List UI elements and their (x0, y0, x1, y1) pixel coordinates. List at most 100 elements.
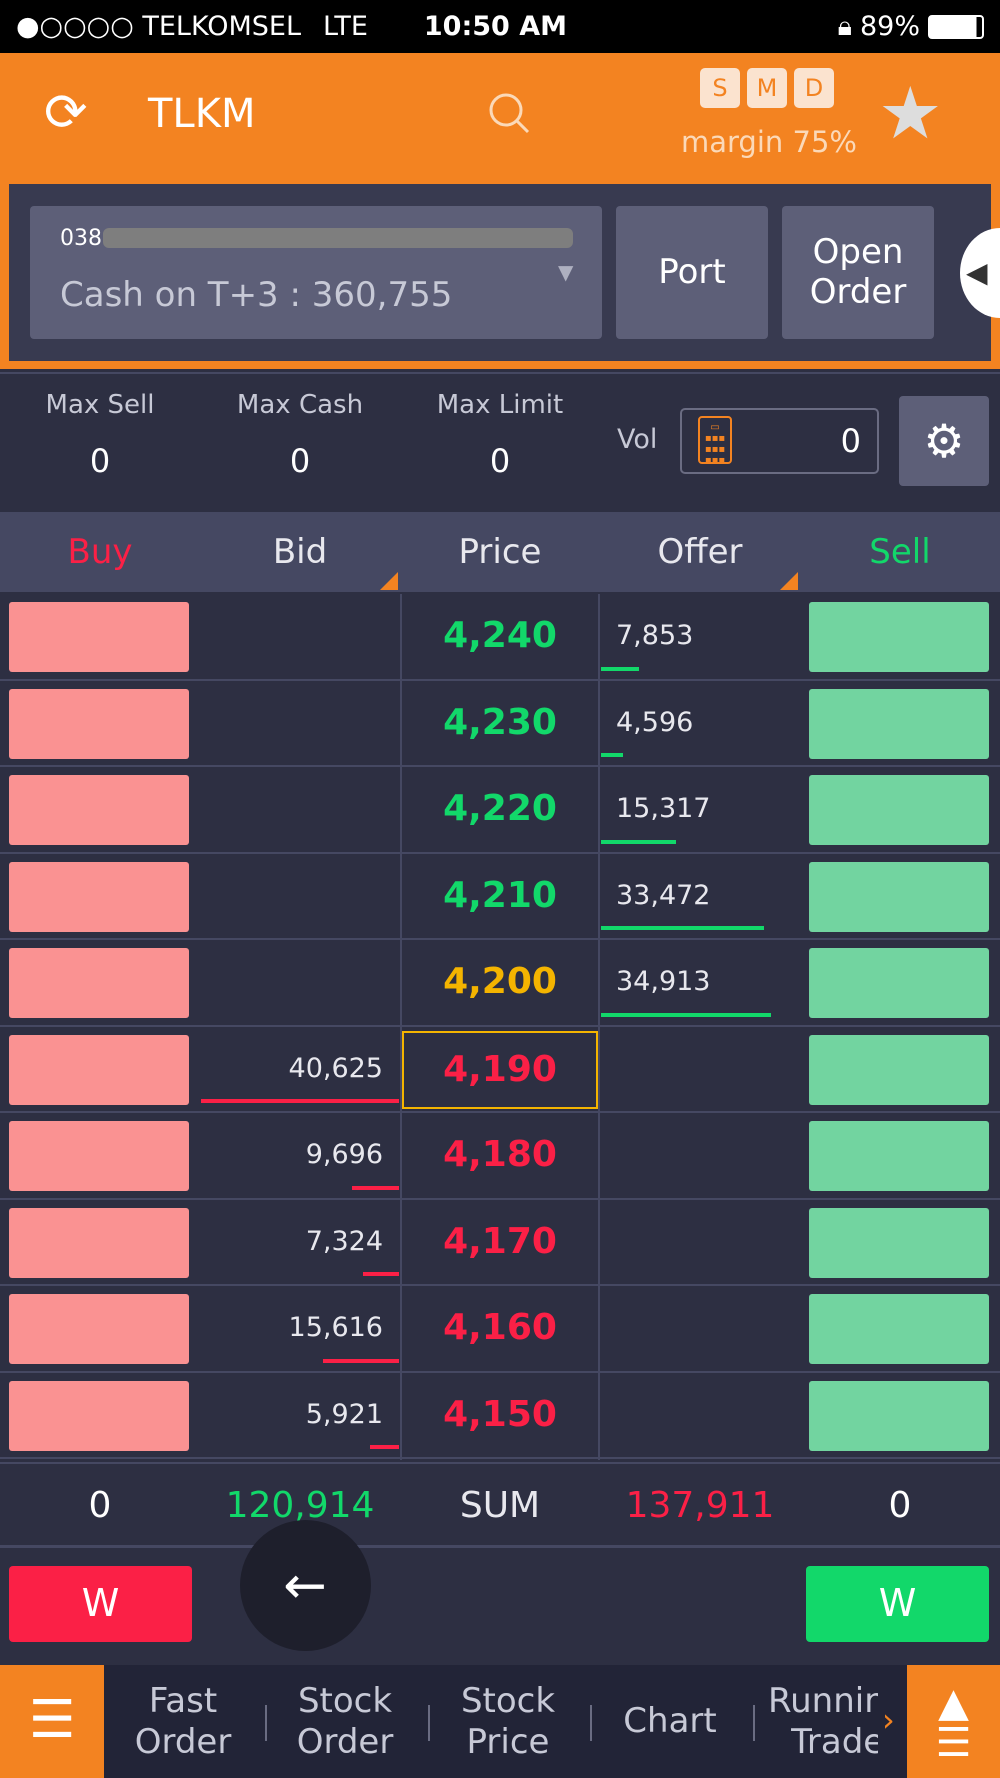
price-cell[interactable]: 4,170 (443, 1220, 557, 1262)
badge-d[interactable]: D (794, 68, 834, 108)
refresh-icon[interactable]: ⟳ (44, 83, 88, 143)
bid-volume: 5,921 (305, 1398, 383, 1430)
account-selector[interactable]: 038 Cash on T+3 : 360,755 ▼ (30, 206, 602, 339)
buy-cell-button[interactable] (9, 948, 189, 1018)
order-book: 4,240 7,853 4,230 4,596 4,220 15,317 4,2… (0, 594, 1000, 1459)
offer-volume: 34,913 (616, 966, 711, 997)
star-icon[interactable]: ★ (878, 71, 943, 155)
price-cell[interactable]: 4,180 (443, 1134, 557, 1175)
sell-cell-button[interactable] (809, 775, 989, 845)
sum-label: SUM (459, 1485, 541, 1526)
nav-stock-price[interactable]: Stock Price (460, 1680, 556, 1762)
offer-volume: 15,317 (616, 793, 711, 824)
back-arrow-icon[interactable]: ← (283, 1556, 327, 1616)
buy-cell-button[interactable] (9, 1207, 189, 1278)
nav-running-trade[interactable]: Running Trade (768, 1680, 878, 1762)
bid-volume (200, 940, 383, 1024)
price-cell[interactable]: 4,230 (443, 701, 557, 743)
col-buy: Buy (67, 532, 133, 572)
bid-volume: 40,625 (288, 1052, 383, 1084)
price-cell[interactable]: 4,240 (443, 615, 557, 656)
sum-offer: 137,911 (625, 1485, 775, 1526)
sum-row: 0 120,914 SUM 137,911 0 (0, 1462, 1000, 1548)
sell-cell-button[interactable] (809, 948, 989, 1018)
settings-gear-icon[interactable]: ⚙ (899, 396, 989, 486)
offer-volume-bar (601, 666, 640, 671)
expand-menu-icon[interactable]: ▲ ☰ (907, 1665, 1000, 1778)
sell-cell-button[interactable] (809, 1207, 989, 1278)
buy-cell-button[interactable] (9, 775, 189, 845)
orderbook-row: 40,625 4,190 (0, 1027, 1000, 1113)
orderbook-row: 5,921 4,150 (0, 1373, 1000, 1459)
orderbook-row: 9,696 4,180 (0, 1113, 1000, 1200)
search-icon[interactable] (484, 88, 534, 142)
side-panel-toggle-icon[interactable]: ◀ (960, 228, 1000, 318)
max-cash-value: 0 (289, 442, 311, 480)
scroll-right-icon[interactable]: › (882, 1701, 895, 1739)
account-number: 038 (60, 226, 102, 251)
buy-cell-button[interactable] (9, 1380, 189, 1451)
buy-cell-button[interactable] (9, 602, 189, 672)
sell-cell-button[interactable] (809, 1034, 989, 1105)
port-button[interactable]: Port (616, 206, 768, 339)
bid-volume-bar (201, 1099, 399, 1103)
bid-volume (200, 854, 383, 938)
vol-input[interactable]: ▭ ▪▪▪ ▪▪▪ ▪▪▪ 0 (680, 408, 879, 474)
limits-panel: Max Sell 0 Max Cash 0 Max Limit 0 Vol ▭ ▪▪▪ ▪… (0, 372, 1000, 510)
price-cell[interactable]: 4,210 (443, 874, 557, 916)
price-cell[interactable]: 4,200 (443, 961, 557, 1002)
symbol[interactable]: TLKM (148, 91, 256, 137)
buy-cell-button[interactable] (9, 1121, 189, 1191)
sell-cell-button[interactable] (809, 602, 989, 672)
price-cell[interactable]: 4,150 (443, 1393, 557, 1435)
bid-volume: 7,324 (305, 1225, 383, 1257)
sell-cell-button[interactable] (809, 1121, 989, 1191)
orderbook-row: 4,240 7,853 (0, 594, 1000, 681)
menu-icon[interactable]: ☰ (0, 1665, 104, 1778)
nav-fast-order[interactable]: Fast Order (134, 1680, 232, 1762)
buy-cell-button[interactable] (9, 1034, 189, 1105)
col-offer[interactable]: Offer (657, 532, 743, 572)
max-limit-label: Max Limit (436, 390, 564, 420)
col-bid[interactable]: Bid (272, 532, 328, 572)
sell-w-button[interactable]: W (806, 1566, 989, 1642)
badge-m[interactable]: M (747, 68, 787, 108)
badge-s[interactable]: S (700, 68, 740, 108)
back-button[interactable] (240, 1520, 371, 1651)
sum-bid: 120,914 (225, 1485, 375, 1526)
buy-cell-button[interactable] (9, 688, 189, 759)
price-cell[interactable]: 4,160 (443, 1307, 557, 1348)
divider (598, 594, 600, 1460)
max-limit-value: 0 (489, 442, 511, 480)
price-cell[interactable]: 4,220 (443, 788, 557, 829)
sell-cell-button[interactable] (809, 1380, 989, 1451)
cash-value: Cash on T+3 : 360,755 (60, 275, 453, 315)
sum-buy: 0 (88, 1485, 112, 1526)
orderbook-row: 4,220 15,317 (0, 767, 1000, 854)
bid-volume (200, 681, 383, 765)
buy-cell-button[interactable] (9, 861, 189, 932)
nav-chart[interactable]: Chart (623, 1701, 717, 1742)
price-cell[interactable]: 4,190 (402, 1030, 598, 1109)
bid-volume-bar (351, 1185, 399, 1190)
sort-indicator-icon (780, 572, 798, 590)
orderbook-header: Buy Bid Price Offer Sell (0, 512, 1000, 592)
offer-volume: 4,596 (616, 706, 694, 738)
open-order-button[interactable]: Open Order (782, 206, 934, 339)
sum-sell: 0 (888, 1485, 912, 1526)
redaction (103, 228, 573, 248)
buy-cell-button[interactable] (9, 1294, 189, 1364)
rotation-lock-icon: 🔒︎ (837, 10, 852, 42)
buy-w-button[interactable]: W (9, 1566, 192, 1642)
sell-cell-button[interactable] (809, 861, 989, 932)
sell-cell-button[interactable] (809, 688, 989, 759)
bid-volume (200, 767, 383, 851)
margin-label: margin 75% (681, 125, 857, 159)
sell-cell-button[interactable] (809, 1294, 989, 1364)
sort-indicator-icon (380, 572, 398, 590)
bid-volume: 15,616 (288, 1312, 383, 1343)
nav-stock-order[interactable]: Stock Order (296, 1680, 394, 1762)
calculator-icon[interactable]: ▭ ▪▪▪ ▪▪▪ ▪▪▪ (698, 416, 732, 466)
network: LTE (323, 11, 368, 42)
